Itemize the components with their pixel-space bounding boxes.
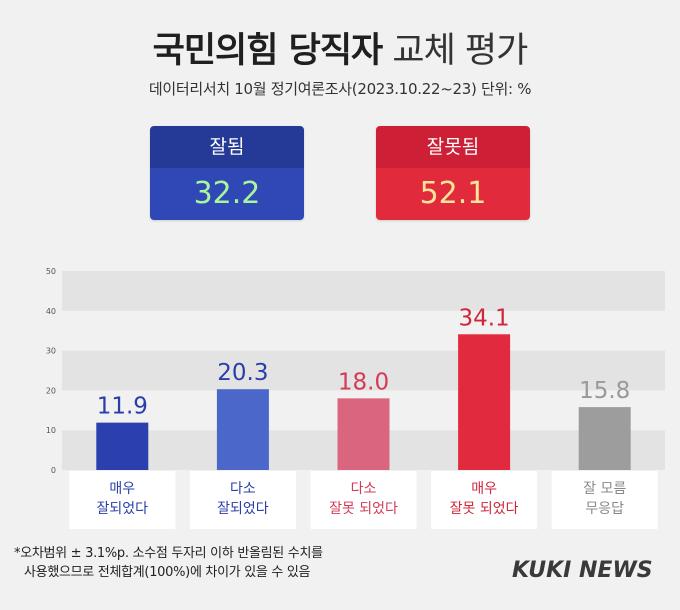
- category-label: 잘못 되었다: [329, 501, 398, 517]
- y-tick-label: 10: [46, 426, 56, 435]
- summary-bad-value: 52.1: [376, 168, 530, 220]
- category-box: [431, 471, 538, 529]
- y-tick-label: 30: [46, 347, 56, 356]
- footnote-line-2: 사용했으므로 전체합계(100%)에 차이가 있을 수 있음: [24, 565, 311, 580]
- kuki-news-logo: KUKI NEWS: [512, 558, 653, 583]
- title-light: 교체 평가: [392, 31, 528, 71]
- category-label: 잘못 되었다: [450, 501, 519, 517]
- grid-band: [62, 350, 665, 391]
- bar: [337, 398, 390, 470]
- bar: [216, 389, 269, 470]
- category-box: [189, 471, 296, 529]
- category-label: 다소: [230, 481, 256, 497]
- bar: [458, 334, 511, 470]
- chart-title: 국민의힘 당직자 교체 평가: [0, 22, 680, 73]
- category-label: 매우: [109, 481, 135, 497]
- category-label: 무응답: [585, 501, 624, 517]
- title-bold: 국민의힘 당직자: [152, 31, 384, 71]
- summary-bad-label: 잘못됨: [376, 126, 530, 168]
- footnote-line-1: *오차범위 ± 3.1%p. 소수점 두자리 이하 반올림된 수치를: [14, 546, 323, 561]
- value-label: 11.9: [97, 394, 148, 420]
- category-label: 잘되었다: [217, 501, 269, 517]
- category-label: 잘 모름: [583, 481, 626, 497]
- value-label: 34.1: [458, 305, 509, 331]
- summary-good-label: 잘됨: [150, 126, 304, 168]
- category-box: [310, 471, 417, 529]
- value-label: 15.8: [579, 378, 630, 404]
- y-tick-label: 40: [46, 307, 56, 316]
- y-tick-label: 0: [51, 466, 56, 475]
- grid-band: [62, 271, 665, 311]
- summary-good-value: 32.2: [150, 168, 304, 220]
- category-box: [551, 471, 658, 529]
- y-tick-label: 50: [46, 267, 56, 276]
- summary-good-box: 잘됨 32.2: [150, 126, 304, 220]
- category-label: 매우: [471, 481, 497, 497]
- grid-band: [62, 310, 665, 351]
- chart-subtitle: 데이터리서치 10월 정기여론조사(2023.10.22~23) 단위: %: [148, 80, 532, 98]
- value-label: 18.0: [338, 369, 389, 395]
- bar: [578, 407, 631, 470]
- bar: [96, 422, 149, 470]
- y-tick-label: 20: [46, 386, 56, 395]
- summary-bad-box: 잘못됨 52.1: [376, 126, 530, 220]
- category-label: 잘되었다: [97, 501, 149, 517]
- category-box: [69, 471, 176, 529]
- category-label: 다소: [351, 481, 377, 497]
- footnote: *오차범위 ± 3.1%p. 소수점 두자리 이하 반올림된 수치를 사용했으므…: [14, 544, 323, 582]
- value-label: 20.3: [217, 360, 268, 386]
